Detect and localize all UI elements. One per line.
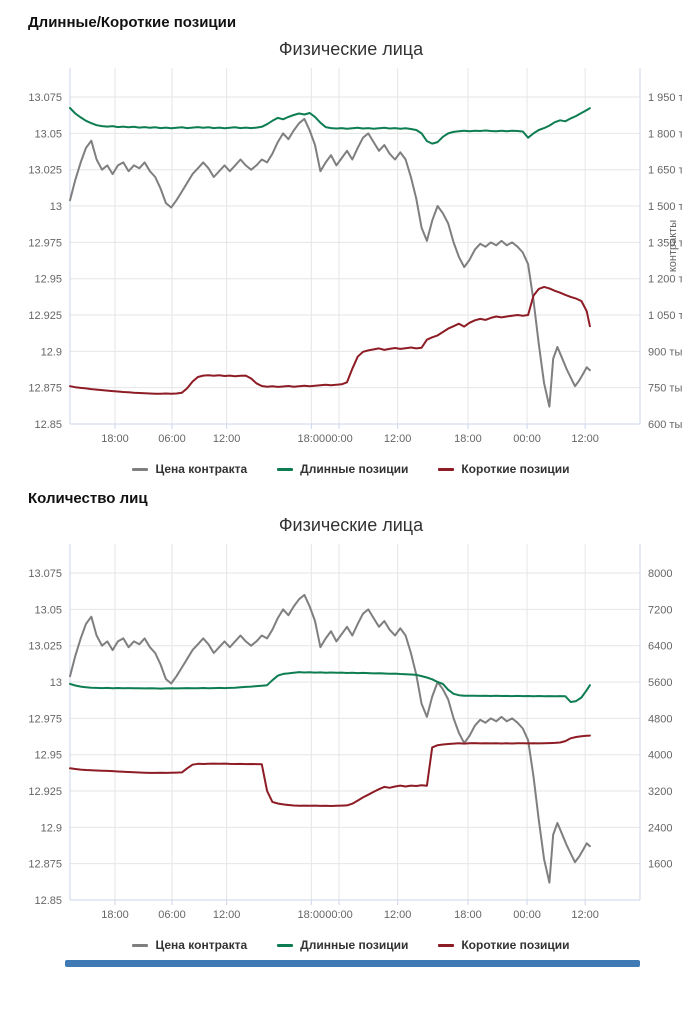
legend-swatch-price — [132, 943, 149, 947]
series-line-long[interactable] — [69, 671, 591, 703]
right-axis-label: 1 950 тыс — [648, 92, 682, 104]
legend-swatch-price — [132, 467, 149, 471]
left-axis-label: 12.975 — [28, 713, 62, 725]
legend-item-short[interactable]: Короткие позиции — [438, 462, 570, 476]
series-line-long[interactable] — [69, 107, 591, 145]
count-chart-plot: 12.85 12.875 12.9 12.925 12.95 12.975 13 13.025… — [28, 544, 672, 921]
left-axis-label: 12.95 — [34, 274, 62, 286]
right-axis-label: 1 050 тыс — [648, 310, 682, 322]
section-title-count: Количество лиц — [28, 490, 148, 507]
x-axis-label: 12:00 — [571, 909, 599, 921]
legend-label: Длинные позиции — [300, 462, 409, 476]
right-axis-label: 2400 — [648, 822, 672, 834]
right-axis-label: 1 800 тыс — [648, 128, 682, 140]
x-axis-label: 00:00 — [513, 433, 541, 445]
page: Длинные/Короткие позиции Физические лица… — [0, 14, 682, 967]
right-axis-label: 7200 — [648, 604, 672, 616]
legend-swatch-long — [277, 943, 294, 947]
right-axis-label: 1 350 тыс — [648, 237, 682, 249]
legend-label: Цена контракта — [155, 938, 248, 952]
series-line-price[interactable] — [69, 117, 591, 408]
right-axis-label: 8000 — [648, 568, 672, 580]
x-axis-label: 06:00 — [158, 433, 186, 445]
chart-count: Физические лица 12.85 12.875 12.9 12.925 12.… — [20, 515, 682, 952]
chart-title: Физические лица — [278, 39, 424, 59]
left-axis-label: 12.925 — [28, 310, 62, 322]
x-axis-label: 18:00 — [298, 433, 326, 445]
positions-chart-plot: 12.85 12.875 12.9 12.925 12.95 12.975 13 13.025… — [28, 68, 682, 445]
right-axis-label: 1 200 тыс — [648, 274, 682, 286]
left-axis-label: 12.9 — [41, 822, 62, 834]
left-axis-label: 12.95 — [34, 750, 62, 762]
right-axis-label: 1600 — [648, 859, 672, 871]
x-axis-label: 00:00 — [325, 909, 353, 921]
left-axis-label: 12.875 — [28, 383, 62, 395]
legend: Цена контракта Длинные позиции Короткие по… — [20, 462, 682, 476]
right-axis-label: 3200 — [648, 786, 672, 798]
x-axis-label: 18:00 — [454, 433, 482, 445]
x-axis-label: 00:00 — [513, 909, 541, 921]
x-axis-label: 12:00 — [384, 433, 412, 445]
x-axis-label: 18:00 — [454, 909, 482, 921]
legend-label: Короткие позиции — [461, 938, 570, 952]
legend-item-long[interactable]: Длинные позиции — [277, 462, 408, 476]
x-axis-label: 18:00 — [101, 433, 129, 445]
left-axis-label: 12.925 — [28, 786, 62, 798]
x-axis-label: 06:00 — [158, 909, 186, 921]
legend-swatch-short — [438, 943, 455, 947]
left-axis-label: 13.075 — [28, 92, 62, 104]
left-axis-label: 13.05 — [34, 604, 62, 616]
right-axis-label: 4000 — [648, 750, 672, 762]
series-line-price[interactable] — [69, 593, 591, 884]
chart-title: Физические лица — [278, 515, 424, 535]
left-axis-label: 13.05 — [34, 128, 62, 140]
legend-item-price[interactable]: Цена контракта — [132, 462, 247, 476]
section-title-positions: Длинные/Короткие позиции — [28, 14, 237, 31]
legend-item-short[interactable]: Короткие позиции — [438, 938, 570, 952]
chart-positions: Физические лица 12.85 12.875 12.9 12.925 12.… — [20, 39, 682, 476]
left-axis-label: 12.9 — [41, 346, 62, 358]
legend-swatch-short — [438, 467, 455, 471]
right-axis-label: 1 650 тыс — [648, 165, 682, 177]
left-axis-label: 13 — [50, 201, 62, 213]
left-axis-label: 13.025 — [28, 165, 62, 177]
legend: Цена контракта Длинные позиции Короткие по… — [20, 938, 682, 952]
legend-item-price[interactable]: Цена контракта — [132, 938, 247, 952]
legend-label: Цена контракта — [155, 462, 248, 476]
left-axis-label: 12.975 — [28, 237, 62, 249]
left-axis-label: 13 — [50, 677, 62, 689]
right-axis-title: контракты — [667, 220, 679, 272]
legend-item-long[interactable]: Длинные позиции — [277, 938, 408, 952]
right-axis-label: 6400 — [648, 641, 672, 653]
right-axis-label: 900 тыс — [648, 346, 682, 358]
x-axis-label: 12:00 — [384, 909, 412, 921]
series-line-short[interactable] — [69, 285, 591, 395]
series-line-short[interactable] — [69, 734, 591, 807]
right-axis-label: 600 тыс — [648, 419, 682, 431]
x-axis-label: 00:00 — [325, 433, 353, 445]
left-axis-label: 12.85 — [34, 895, 62, 907]
left-axis-label: 13.025 — [28, 641, 62, 653]
left-axis-label: 12.875 — [28, 859, 62, 871]
left-axis-label: 13.075 — [28, 568, 62, 580]
x-axis-label: 12:00 — [571, 433, 599, 445]
right-axis-label: 4800 — [648, 713, 672, 725]
legend-label: Длинные позиции — [300, 938, 409, 952]
right-axis-label: 1 500 тыс — [648, 201, 682, 213]
left-axis-label: 12.85 — [34, 419, 62, 431]
x-axis-label: 12:00 — [213, 909, 241, 921]
x-axis-label: 18:00 — [101, 909, 129, 921]
right-axis-label: 5600 — [648, 677, 672, 689]
right-axis-label: 750 тыс — [648, 383, 682, 395]
legend-swatch-long — [277, 467, 294, 471]
scrollbar[interactable] — [65, 960, 640, 967]
x-axis-label: 12:00 — [213, 433, 241, 445]
legend-label: Короткие позиции — [461, 462, 570, 476]
x-axis-label: 18:00 — [298, 909, 326, 921]
